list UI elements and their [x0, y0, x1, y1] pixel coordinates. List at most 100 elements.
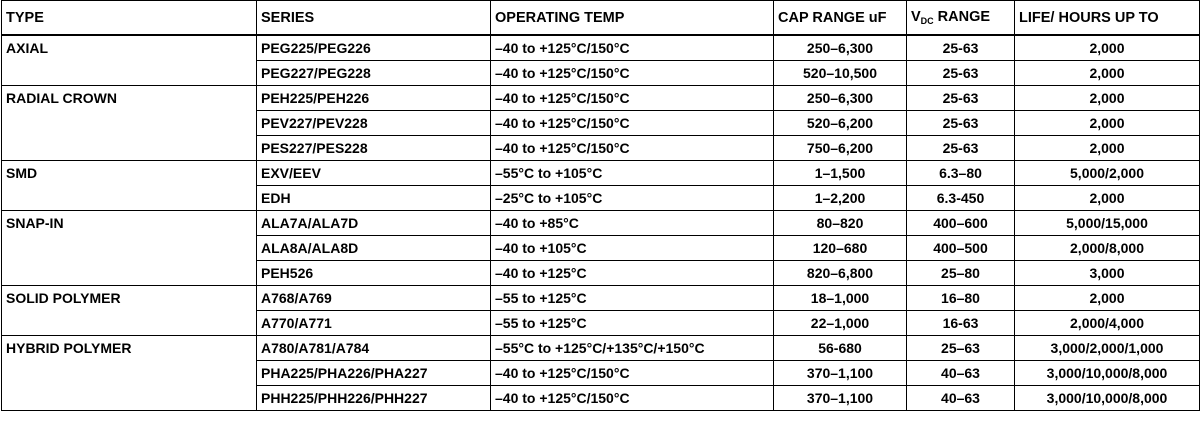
type-cell: SMD	[1, 160, 257, 211]
table-cell: –40 to +125°C/150°C	[490, 60, 774, 86]
header-cell: CAP RANGE uF	[773, 0, 907, 36]
table-cell: –40 to +125°C/150°C	[490, 34, 774, 61]
table-cell: 16–80	[906, 285, 1015, 311]
table-cell: 3,000	[1014, 260, 1200, 286]
table-cell: PEG227/PEG228	[256, 60, 491, 86]
table-cell: PEG225/PEG226	[256, 34, 491, 61]
table-cell: 2,000	[1014, 34, 1200, 61]
table-cell: ALA8A/ALA8D	[256, 235, 491, 261]
table-row: HYBRID POLYMER A780/A781/A784 –55°C to +12…	[1, 335, 1200, 411]
table-row: SOLID POLYMER A768/A769 –55 to +125°C 18–1,…	[1, 285, 1200, 336]
table-cell: 2,000	[1014, 135, 1200, 161]
table-cell: –40 to +125°C/150°C	[490, 85, 774, 111]
table-cell: 250–6,300	[773, 85, 907, 111]
table-cell: A768/A769	[256, 285, 491, 311]
type-cell: HYBRID POLYMER	[1, 335, 257, 411]
table-row: PEH526 –40 to +125°C 820–6,800 25–80 3,000	[2, 260, 1200, 286]
table-cell: 40–63	[906, 385, 1015, 411]
table-cell: 6.3–80	[906, 160, 1015, 186]
table-row: PEV227/PEV228 –40 to +125°C/150°C 520–6,20…	[2, 110, 1200, 136]
table-row: PES227/PES228 –40 to +125°C/150°C 750–6,20…	[2, 135, 1200, 161]
table-row: EDH –25°C to +105°C 1–2,200 6.3-450 2,000	[2, 185, 1200, 211]
table-cell: EXV/EEV	[256, 160, 491, 186]
table-cell: 6.3-450	[906, 185, 1015, 211]
table-cell: 25-63	[906, 60, 1015, 86]
table-cell: 2,000/8,000	[1014, 235, 1200, 261]
table-cell: PEV227/PEV228	[256, 110, 491, 136]
table-cell: 520–10,500	[773, 60, 907, 86]
table-cell: PES227/PES228	[256, 135, 491, 161]
table-row: PEG227/PEG228 –40 to +125°C/150°C 520–10,5…	[2, 60, 1200, 86]
table-cell: –55°C to +125°C/+135°C/+150°C	[490, 335, 774, 361]
table-row: AXIAL PEG225/PEG226 –40 to +125°C/150°C 250…	[1, 34, 1200, 86]
table-cell: 400–500	[906, 235, 1015, 261]
type-cell: SOLID POLYMER	[1, 285, 257, 336]
table-row: RADIAL CROWN PEH225/PEH226 –40 to +125°C/1…	[1, 85, 1200, 161]
table-cell: 2,000	[1014, 185, 1200, 211]
table-cell: 750–6,200	[773, 135, 907, 161]
table-cell: 25–63	[906, 335, 1015, 361]
table-cell: –55 to +125°C	[490, 285, 774, 311]
header-text: RANGE	[937, 9, 991, 25]
table-cell: 1–1,500	[773, 160, 907, 186]
table-cell: –40 to +125°C/150°C	[490, 360, 774, 386]
table-cell: 5,000/2,000	[1014, 160, 1200, 186]
table-row: PHH225/PHH226/PHH227 –40 to +125°C/150°C 3…	[2, 385, 1200, 411]
table-row: SMD EXV/EEV –55°C to +105°C 1–1,500 6.3–80 5,…	[1, 160, 1200, 211]
header-cell: TYPE	[1, 0, 257, 36]
table-body: AXIAL PEG225/PEG226 –40 to +125°C/150°C 250…	[1, 34, 1200, 411]
table-cell: 1–2,200	[773, 185, 907, 211]
table-cell: 25-63	[906, 135, 1015, 161]
header-cell: VDC RANGE	[906, 0, 1015, 36]
table-cell: 520–6,200	[773, 110, 907, 136]
type-cell: SNAP-IN	[1, 210, 257, 286]
type-cell: RADIAL CROWN	[1, 85, 257, 161]
header-row: TYPE SERIES OPERATING TEMP CAP RANGE uF …	[1, 0, 1200, 36]
table-cell: 25-63	[906, 110, 1015, 136]
table-cell: 56-680	[773, 335, 907, 361]
table-cell: –40 to +125°C/150°C	[490, 110, 774, 136]
table-cell: –40 to +125°C/150°C	[490, 135, 774, 161]
table-cell: –55°C to +105°C	[490, 160, 774, 186]
table-cell: 3,000/2,000/1,000	[1014, 335, 1200, 361]
table-cell: PHH225/PHH226/PHH227	[256, 385, 491, 411]
header-cell: OPERATING TEMP	[490, 0, 774, 36]
table-cell: A780/A781/A784	[256, 335, 491, 361]
table-cell: 80–820	[773, 210, 907, 236]
table-cell: 3,000/10,000/8,000	[1014, 385, 1200, 411]
table-cell: 16-63	[906, 310, 1015, 336]
table-cell: 3,000/10,000/8,000	[1014, 360, 1200, 386]
table-cell: –40 to +105°C	[490, 235, 774, 261]
table-cell: 370–1,100	[773, 385, 907, 411]
table-row: SNAP-IN ALA7A/ALA7D –40 to +85°C 80–820 400–…	[1, 210, 1200, 286]
table-cell: 2,000	[1014, 85, 1200, 111]
table-cell: 22–1,000	[773, 310, 907, 336]
table-cell: 400–600	[906, 210, 1015, 236]
table-cell: EDH	[256, 185, 491, 211]
header-subscript: DC	[920, 16, 934, 26]
table-cell: 25-63	[906, 34, 1015, 61]
table-cell: –40 to +125°C	[490, 260, 774, 286]
table-cell: 120–680	[773, 235, 907, 261]
table-cell: A770/A771	[256, 310, 491, 336]
type-cell: AXIAL	[1, 34, 257, 86]
table-cell: PEH225/PEH226	[256, 85, 491, 111]
header-cell: LIFE/ HOURS UP TO	[1014, 0, 1200, 36]
table-cell: 5,000/15,000	[1014, 210, 1200, 236]
table-cell: 2,000	[1014, 60, 1200, 86]
capacitor-table: TYPE SERIES OPERATING TEMP CAP RANGE uF …	[1, 0, 1200, 411]
table-cell: ALA7A/ALA7D	[256, 210, 491, 236]
table-cell: 250–6,300	[773, 34, 907, 61]
table-cell: 2,000	[1014, 110, 1200, 136]
table-cell: –40 to +85°C	[490, 210, 774, 236]
table-cell: 25–80	[906, 260, 1015, 286]
table-cell: –40 to +125°C/150°C	[490, 385, 774, 411]
table-cell: 2,000	[1014, 285, 1200, 311]
table-cell: –55 to +125°C	[490, 310, 774, 336]
table-cell: 2,000/4,000	[1014, 310, 1200, 336]
table-row: ALA8A/ALA8D –40 to +105°C 120–680 400–500 2,…	[2, 235, 1200, 261]
table-cell: 18–1,000	[773, 285, 907, 311]
table-cell: 370–1,100	[773, 360, 907, 386]
table-cell: –25°C to +105°C	[490, 185, 774, 211]
